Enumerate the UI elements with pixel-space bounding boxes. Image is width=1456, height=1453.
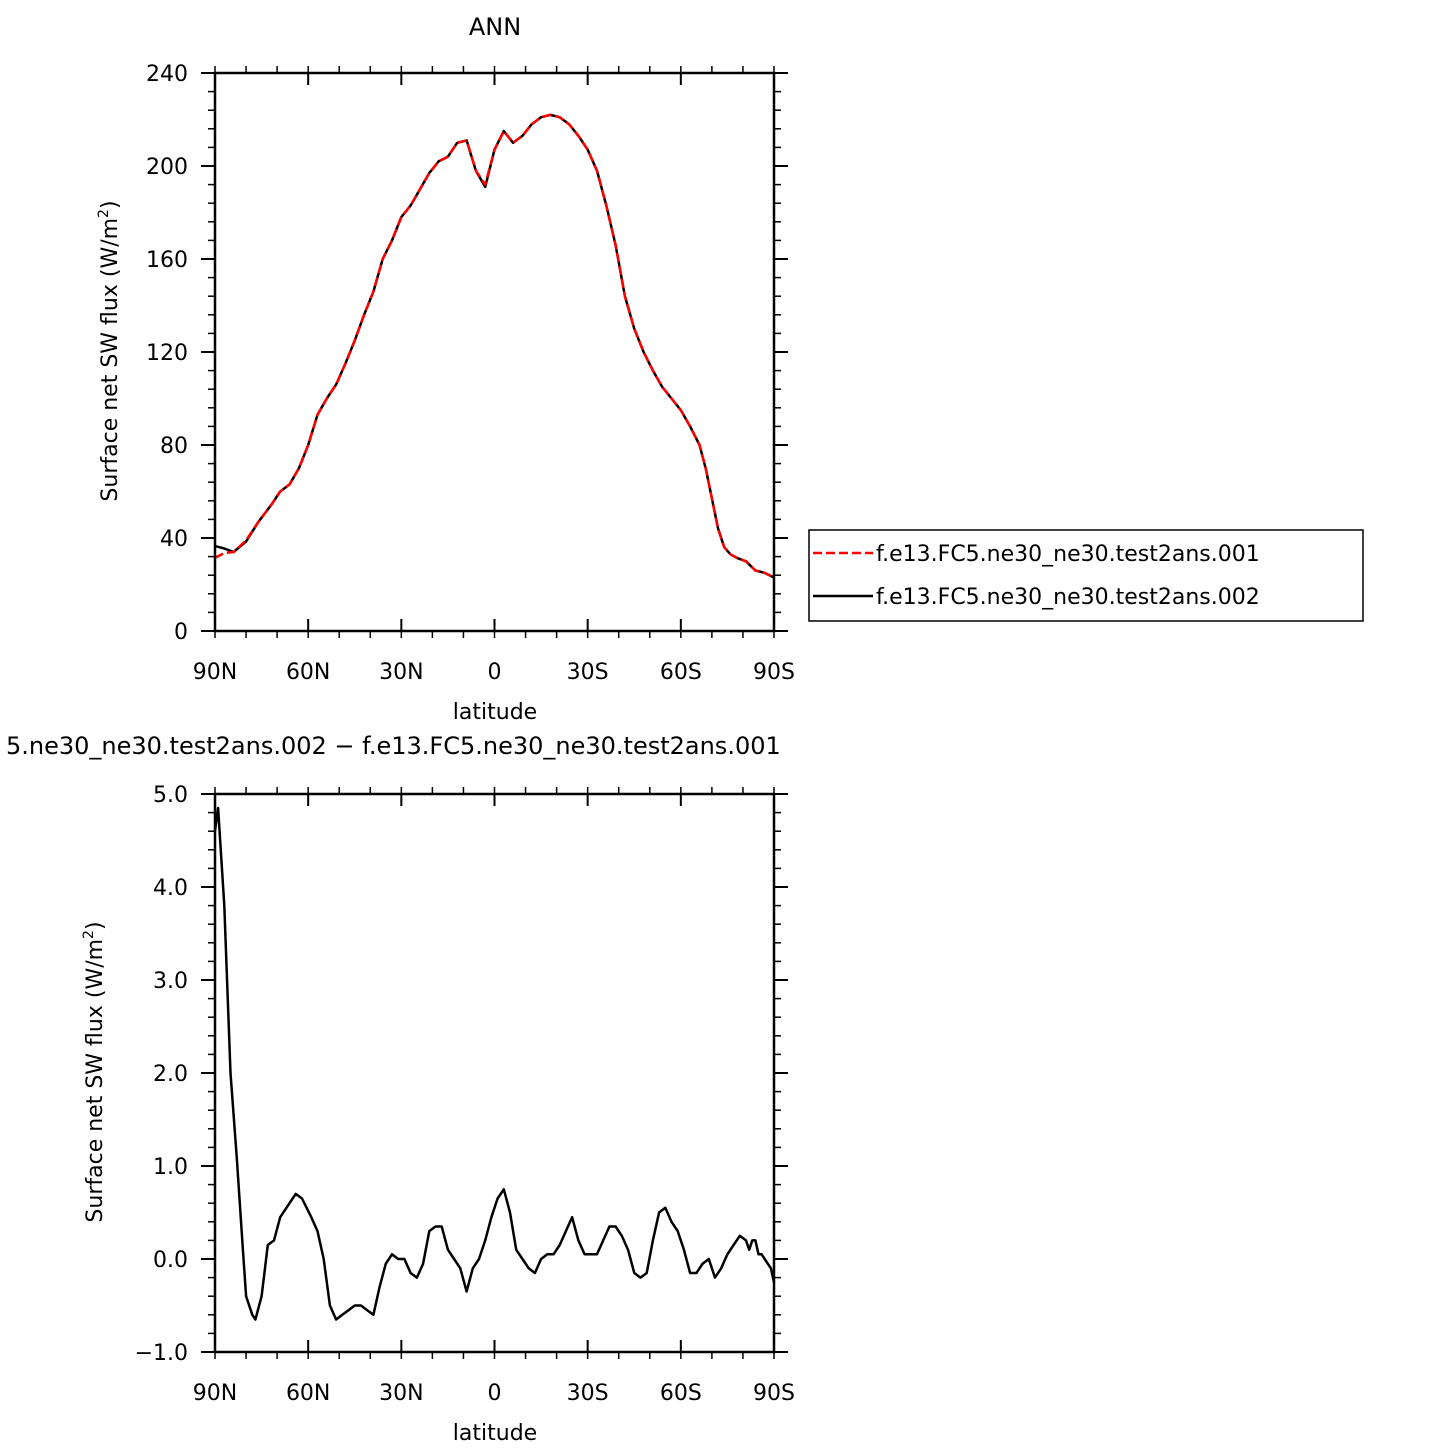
legend-box bbox=[808, 529, 1364, 622]
legend: f.e13.FC5.ne30_ne30.test2ans.001 f.e13.F… bbox=[808, 529, 1364, 622]
top-y-tick-label: 160 bbox=[146, 248, 188, 273]
legend-entry-002: f.e13.FC5.ne30_ne30.test2ans.002 bbox=[813, 585, 1260, 610]
bottom-x-tick-label: 90S bbox=[753, 1381, 795, 1406]
bottom-x-tick-label: 60S bbox=[660, 1381, 702, 1406]
top-y-tick-label: 240 bbox=[146, 62, 188, 87]
bottom-y-tick-label: 2.0 bbox=[153, 1062, 188, 1087]
svg-text:Surface net SW flux (W/m2): Surface net SW flux (W/m2) bbox=[81, 921, 108, 1222]
bottom-y-axis-label-close: ) bbox=[83, 921, 108, 930]
top-x-tick-label: 90S bbox=[753, 660, 795, 685]
bottom-y-tick-label: 3.0 bbox=[153, 969, 188, 994]
bottom-y-tick-label: 4.0 bbox=[153, 876, 188, 901]
bottom-plot-marks bbox=[213, 806, 776, 1321]
bottom-axes: 90N 60N 30N 0 30S 60S 90S −1.0 0.0 1.0 2.0 3.0 4.0 5.… bbox=[135, 783, 795, 1406]
bottom-x-axis-label: latitude bbox=[453, 1421, 537, 1446]
svg-text:Surface net SW flux (W/m2): Surface net SW flux (W/m2) bbox=[96, 200, 123, 501]
top-plot-frame bbox=[213, 71, 776, 633]
legend-label-001: f.e13.FC5.ne30_ne30.test2ans.001 bbox=[876, 542, 1260, 567]
top-x-axis-label: latitude bbox=[453, 700, 537, 725]
top-y-axis-label-main: Surface net SW flux (W/m bbox=[98, 218, 123, 502]
bottom-panel: 5.ne30_ne30.test2ans.002 − f.e13.FC5.ne3… bbox=[6, 732, 795, 1446]
top-x-tick-label: 30S bbox=[567, 660, 609, 685]
bottom-y-axis-label-main: Surface net SW flux (W/m bbox=[83, 939, 108, 1223]
top-x-tick-label: 90N bbox=[193, 660, 237, 685]
top-chart-title: ANN bbox=[469, 13, 521, 41]
bottom-series-line-solid bbox=[213, 806, 776, 1321]
bottom-x-tick-label: 30N bbox=[379, 1381, 423, 1406]
top-panel: ANN Surface net SW flux (W/m2) 90N 60N 30N… bbox=[96, 13, 795, 725]
top-y-tick-label: 120 bbox=[146, 341, 188, 366]
bottom-plot-frame bbox=[213, 792, 776, 1354]
top-plot-marks bbox=[214, 113, 775, 579]
top-y-tick-label: 0 bbox=[174, 620, 188, 645]
top-x-tick-label: 30N bbox=[379, 660, 423, 685]
bottom-y-tick-label: −1.0 bbox=[135, 1341, 188, 1366]
top-y-tick-label: 200 bbox=[146, 155, 188, 180]
top-x-tick-label: 0 bbox=[488, 660, 502, 685]
bottom-x-tick-label: 30S bbox=[567, 1381, 609, 1406]
bottom-x-tick-label: 60N bbox=[286, 1381, 330, 1406]
top-y-axis-label-sup: 2 bbox=[96, 209, 112, 218]
bottom-x-tick-label: 0 bbox=[488, 1381, 502, 1406]
bottom-chart-title: 5.ne30_ne30.test2ans.002 − f.e13.FC5.ne3… bbox=[6, 732, 781, 760]
bottom-y-tick-label: 0.0 bbox=[153, 1248, 188, 1273]
top-x-tick-label: 60N bbox=[286, 660, 330, 685]
top-y-axis-label-close: ) bbox=[98, 200, 123, 209]
top-series-line-dashed bbox=[214, 113, 775, 579]
top-y-tick-label: 40 bbox=[160, 527, 188, 552]
top-y-axis-label: Surface net SW flux (W/m2) bbox=[96, 200, 123, 501]
bottom-y-tick-label: 5.0 bbox=[153, 783, 188, 808]
legend-entry-001: f.e13.FC5.ne30_ne30.test2ans.001 bbox=[813, 542, 1260, 567]
bottom-x-tick-label: 90N bbox=[193, 1381, 237, 1406]
top-x-tick-label: 60S bbox=[660, 660, 702, 685]
top-y-tick-label: 80 bbox=[160, 434, 188, 459]
legend-label-002: f.e13.FC5.ne30_ne30.test2ans.002 bbox=[876, 585, 1260, 610]
top-series-line-solid bbox=[214, 113, 775, 579]
top-axes: 90N 60N 30N 0 30S 60S 90S 0 40 80 120 160 200 240 bbox=[146, 62, 795, 685]
bottom-y-axis-label-sup: 2 bbox=[81, 930, 97, 939]
bottom-y-tick-label: 1.0 bbox=[153, 1155, 188, 1180]
bottom-y-axis-label: Surface net SW flux (W/m2) bbox=[81, 921, 108, 1222]
